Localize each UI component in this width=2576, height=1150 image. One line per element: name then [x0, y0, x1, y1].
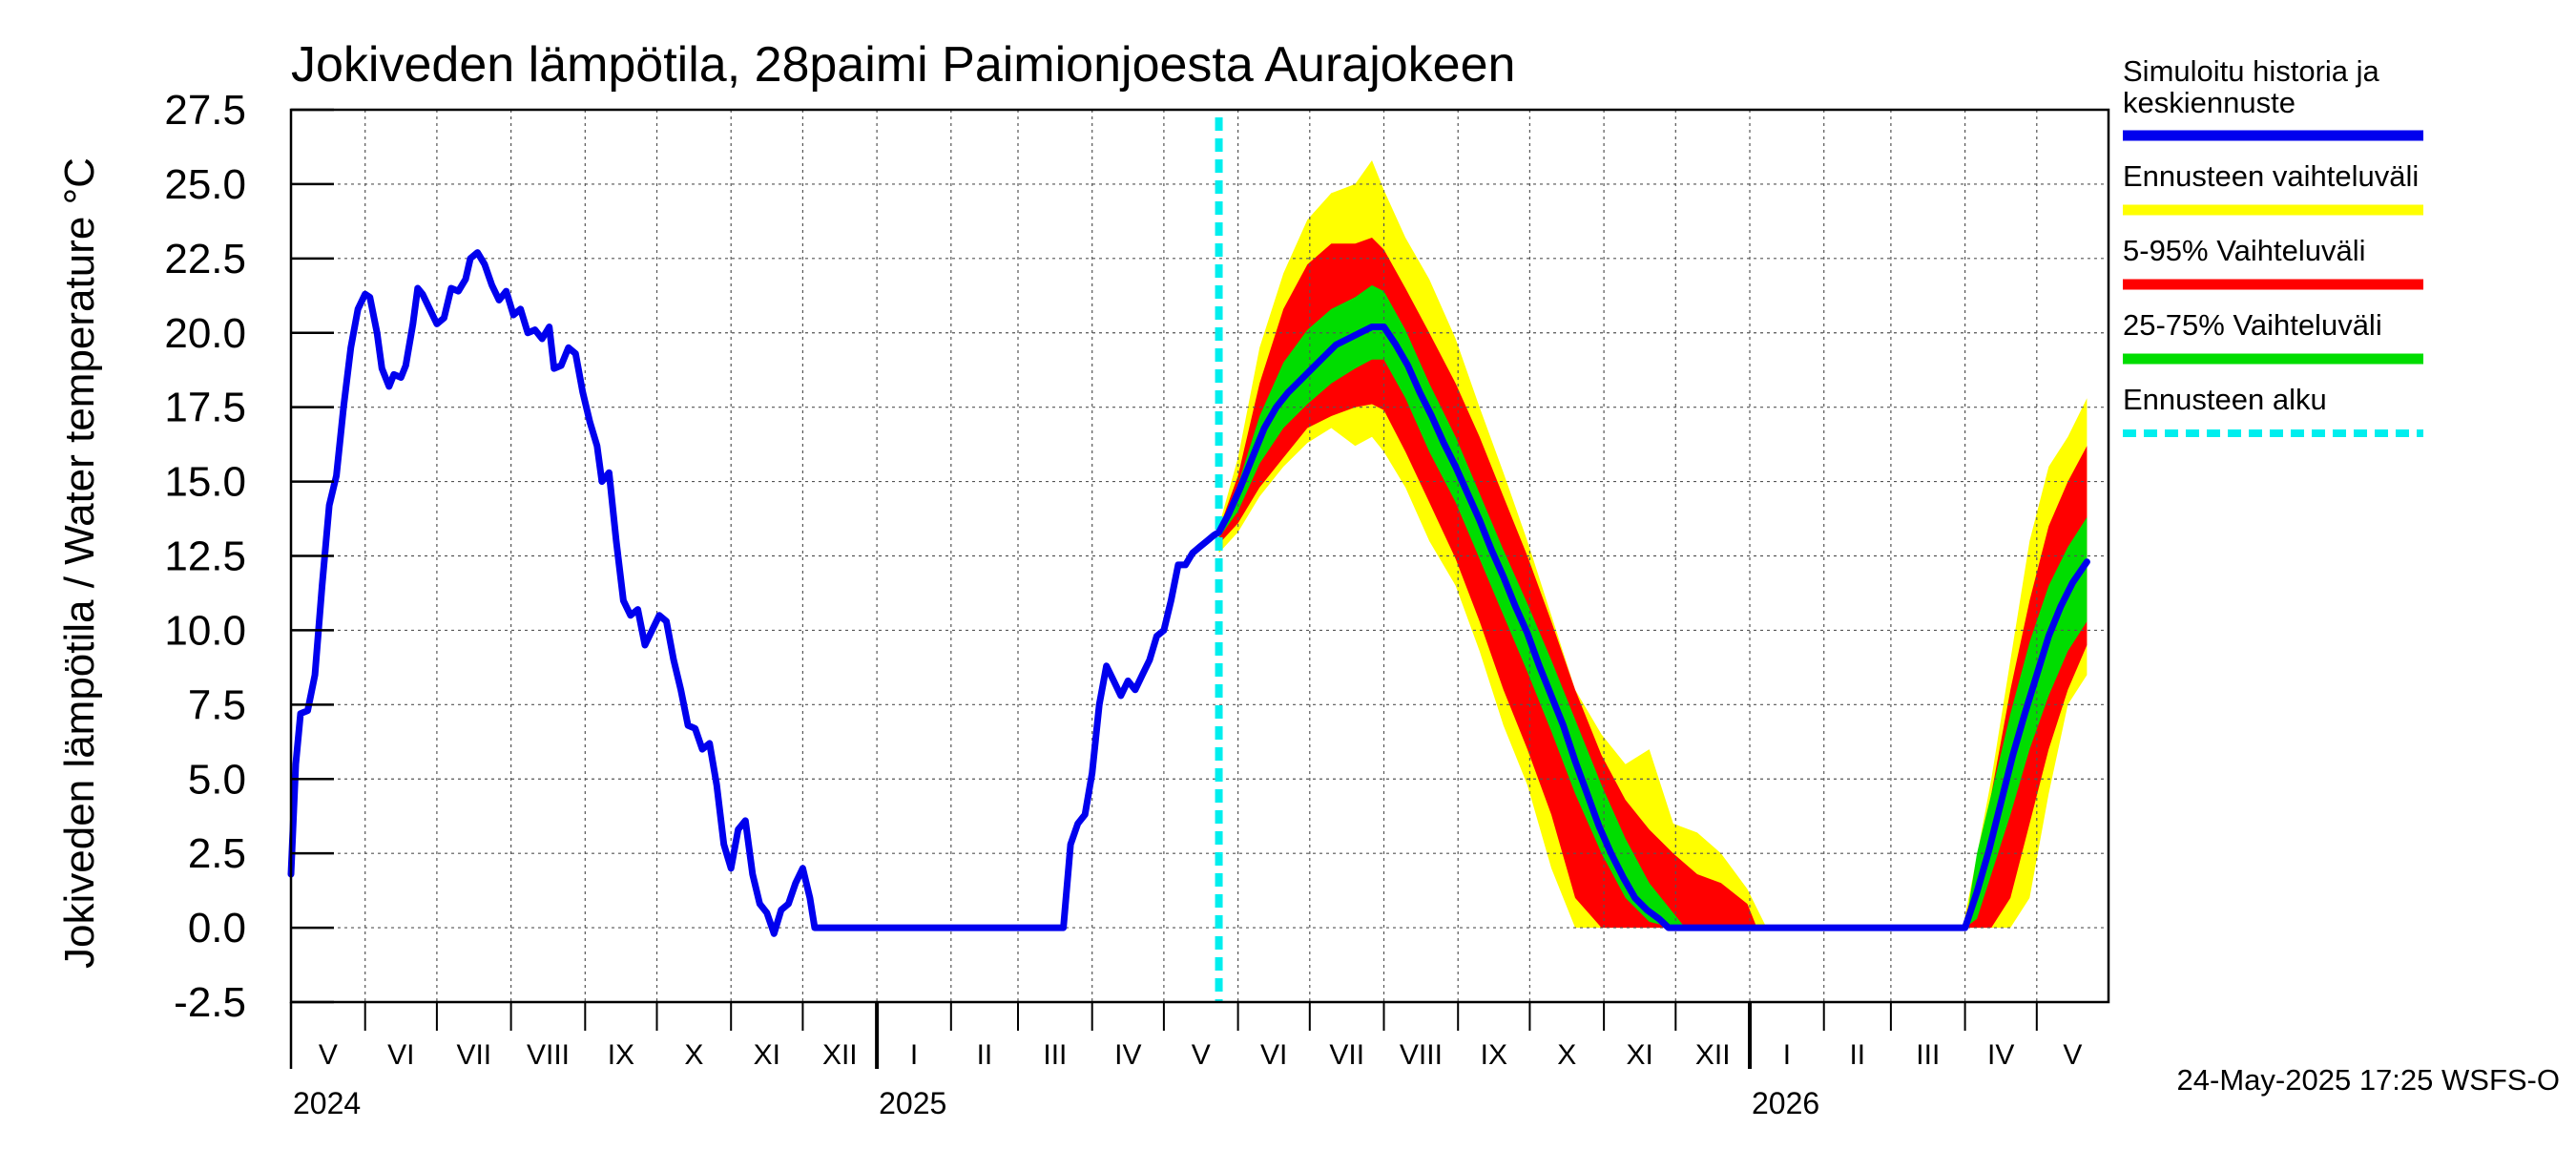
month-label: I: [1783, 1039, 1791, 1071]
year-label: 2026: [1752, 1086, 1819, 1120]
y-tick-label: 12.5: [164, 533, 246, 580]
y-tick-label: 5.0: [188, 756, 246, 803]
legend-label: Ennusteen alku: [2123, 383, 2327, 416]
month-label: IV: [1114, 1039, 1141, 1071]
month-label: V: [1192, 1039, 1211, 1071]
x-tick-labels: V VI VII VIII IX X XI XII I II III IV V VI VII VIII IX X X…: [293, 1039, 2082, 1120]
month-label: III: [1043, 1039, 1067, 1071]
y-tick-label: 7.5: [188, 681, 246, 728]
month-label: IX: [608, 1039, 634, 1071]
y-tick-label: 25.0: [164, 161, 246, 208]
y-axis-label: Jokiveden lämpötila / Water temperature …: [56, 157, 103, 969]
legend-label: Ennusteen vaihteluväli: [2123, 159, 2419, 193]
series-lines: [287, 117, 2090, 1002]
axes: [289, 108, 2110, 1069]
forecast-bands: [1218, 160, 2088, 929]
month-label: VIII: [527, 1039, 570, 1071]
month-label: VIII: [1400, 1039, 1443, 1071]
footer-timestamp: 24-May-2025 17:25 WSFS-O: [2177, 1063, 2560, 1097]
year-label: 2025: [879, 1086, 946, 1120]
grid-lines: [291, 110, 2109, 1002]
month-label: X: [1557, 1039, 1576, 1071]
band-25-75: [1218, 284, 2088, 929]
month-label: IV: [1987, 1039, 2014, 1071]
y-tick-label: 20.0: [164, 310, 246, 357]
y-tick-label: 0.0: [188, 905, 246, 951]
y-tick-label: 15.0: [164, 459, 246, 506]
legend-label: 25-75% Vaihteluväli: [2123, 308, 2382, 342]
y-tick-label: -2.5: [174, 979, 246, 1026]
y-tick-label: 17.5: [164, 385, 246, 431]
y-tick-label: 10.0: [164, 607, 246, 654]
y-tick-label: 27.5: [164, 87, 246, 134]
legend-label: 5-95% Vaihteluväli: [2123, 234, 2365, 267]
chart-title: Jokiveden lämpötila, 28paimi Paimionjoes…: [291, 37, 1515, 93]
month-label: II: [977, 1039, 993, 1071]
month-label: IX: [1481, 1039, 1507, 1071]
y-tick-label: 22.5: [164, 236, 246, 282]
month-label: V: [2063, 1039, 2082, 1071]
plot-frame: [289, 108, 2110, 1004]
month-label: X: [684, 1039, 703, 1071]
month-label: VI: [1260, 1039, 1287, 1071]
month-label: XII: [822, 1039, 858, 1071]
y-tick-labels: 27.5 25.0 22.5 20.0 17.5 15.0 12.5 10.0 7.5 5.0 2.…: [164, 87, 246, 1026]
legend-label: keskiennuste: [2123, 86, 2296, 119]
month-label: II: [1849, 1039, 1865, 1071]
month-label: I: [910, 1039, 918, 1071]
month-label: VII: [456, 1039, 491, 1071]
month-label: VI: [387, 1039, 414, 1071]
month-label: XI: [1627, 1039, 1653, 1071]
month-label: XI: [754, 1039, 780, 1071]
year-label: 2024: [293, 1086, 361, 1120]
month-label: V: [319, 1039, 338, 1071]
month-label: XII: [1695, 1039, 1731, 1071]
month-label: VII: [1329, 1039, 1364, 1071]
history-mean-line: [287, 249, 2090, 937]
y-tick-label: 2.5: [188, 830, 246, 877]
legend-label: Simuloitu historia ja: [2123, 54, 2380, 88]
month-label: III: [1916, 1039, 1940, 1071]
